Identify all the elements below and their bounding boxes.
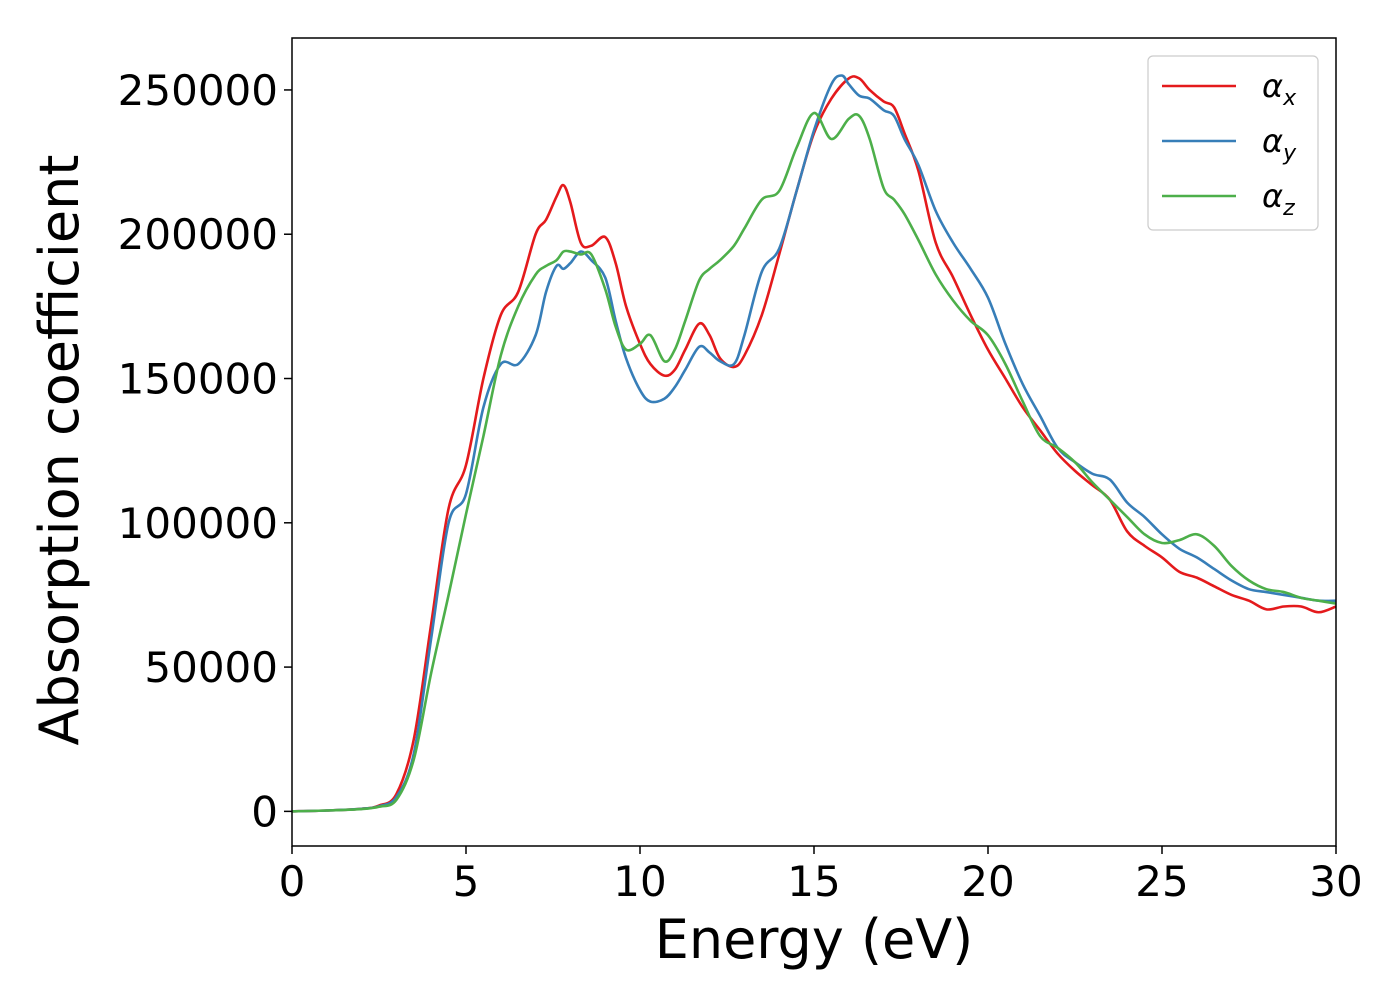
legend-box (1147, 55, 1319, 231)
y-tick-label: 150000 (118, 355, 278, 404)
x-tick-label: 15 (787, 857, 840, 906)
series-line-y (292, 74, 1336, 813)
legend-label-sub: z (1282, 196, 1295, 221)
x-axis-ticks: 0 5 10 15 20 25 30 (279, 846, 1363, 906)
series-layer (292, 74, 1336, 813)
x-axis-label: Energy (eV) (655, 908, 974, 971)
y-tick-label: 250000 (118, 66, 278, 115)
legend-label-base: α (1262, 122, 1283, 160)
legend-label-base: α (1262, 67, 1283, 105)
y-tick-label: 100000 (118, 499, 278, 548)
x-tick-label: 30 (1309, 857, 1362, 906)
x-tick-label: 25 (1135, 857, 1188, 906)
legend-label-sub: x (1282, 86, 1297, 111)
y-tick-label: 50000 (144, 643, 278, 692)
series-line-z (292, 111, 1336, 813)
legend-label-y: αy (1262, 122, 1297, 166)
series-line-x (292, 75, 1336, 813)
legend-label-sub: y (1282, 141, 1297, 166)
y-tick-label: 0 (251, 787, 278, 836)
legend-label-base: α (1262, 177, 1283, 215)
x-tick-label: 10 (613, 857, 666, 906)
y-axis-ticks: 0 50000 100000 150000 200000 250000 (118, 66, 292, 836)
y-axis-label: Absorption coefficient (28, 155, 91, 746)
legend-label-z: αz (1262, 177, 1295, 221)
x-tick-label: 0 (279, 857, 306, 906)
x-tick-label: 20 (961, 857, 1014, 906)
x-tick-label: 5 (453, 857, 480, 906)
y-tick-label: 200000 (118, 210, 278, 259)
legend-label-x: αx (1262, 67, 1297, 111)
